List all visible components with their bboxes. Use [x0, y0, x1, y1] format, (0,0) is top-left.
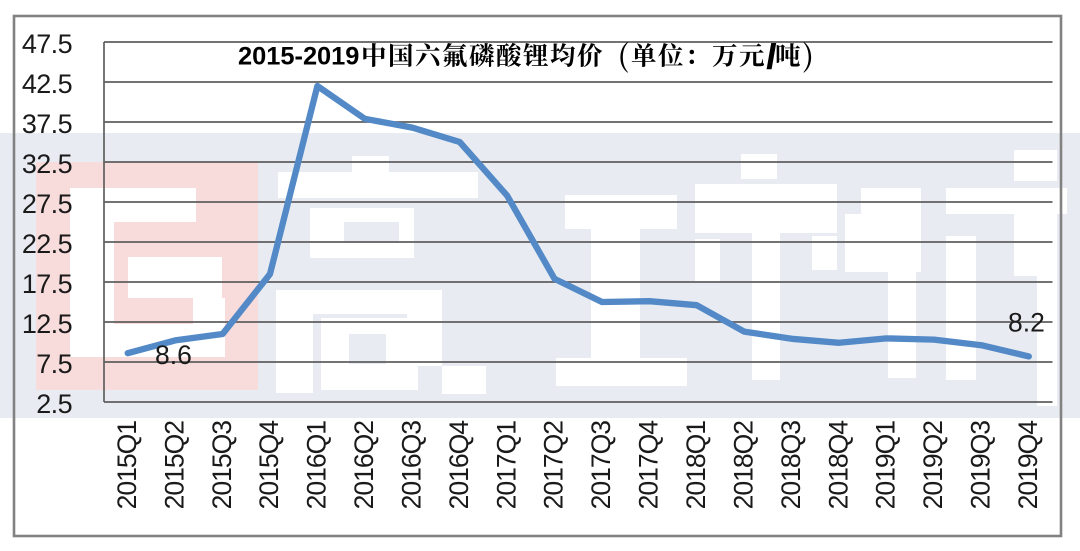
svg-text:2019Q4: 2019Q4	[1013, 421, 1043, 510]
svg-text:2016Q1: 2016Q1	[302, 421, 332, 510]
svg-text:2015Q4: 2015Q4	[254, 421, 284, 510]
svg-text:8.2: 8.2	[1008, 307, 1045, 337]
svg-text:2017Q2: 2017Q2	[539, 421, 569, 510]
svg-text:2.5: 2.5	[36, 389, 72, 419]
svg-text:2017Q1: 2017Q1	[491, 421, 521, 510]
svg-text:7.5: 7.5	[36, 349, 72, 379]
svg-text:2016Q2: 2016Q2	[349, 421, 379, 510]
svg-text:32.5: 32.5	[22, 149, 72, 179]
svg-text:2018Q2: 2018Q2	[728, 421, 758, 510]
svg-text:2017Q3: 2017Q3	[586, 421, 616, 510]
svg-text:2018Q4: 2018Q4	[823, 421, 853, 510]
svg-text:2019Q2: 2019Q2	[918, 421, 948, 510]
svg-text:2019Q3: 2019Q3	[966, 421, 996, 510]
svg-text:2015Q2: 2015Q2	[159, 421, 189, 510]
svg-text:2019Q1: 2019Q1	[871, 421, 901, 510]
svg-text:17.5: 17.5	[22, 269, 72, 299]
svg-text:2018Q3: 2018Q3	[776, 421, 806, 510]
svg-text:2015Q1: 2015Q1	[112, 421, 142, 510]
svg-text:2016Q4: 2016Q4	[444, 421, 474, 510]
svg-text:27.5: 27.5	[22, 189, 72, 219]
svg-text:12.5: 12.5	[22, 309, 72, 339]
svg-text:2015-2019: 2015-2019	[238, 43, 359, 71]
svg-text:2018Q1: 2018Q1	[681, 421, 711, 510]
svg-text:8.6: 8.6	[155, 340, 192, 370]
svg-text:37.5: 37.5	[22, 109, 72, 139]
svg-text:42.5: 42.5	[22, 69, 72, 99]
svg-text:22.5: 22.5	[22, 229, 72, 259]
svg-text:2017Q4: 2017Q4	[634, 421, 664, 510]
svg-text:2016Q3: 2016Q3	[397, 421, 427, 510]
svg-text:2015Q3: 2015Q3	[207, 421, 237, 510]
svg-text:47.5: 47.5	[22, 29, 72, 59]
